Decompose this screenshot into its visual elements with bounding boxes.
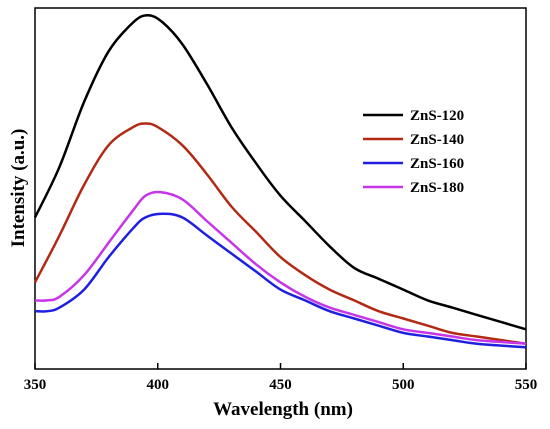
series-line-zns-120 [33,13,527,331]
series-line-zns-180 [34,190,527,345]
x-tick-label: 400 [147,377,170,393]
series-line-zns-140 [33,122,527,345]
legend-label: ZnS-160 [410,156,464,172]
series-line-zns-160 [34,212,527,349]
legend-label: ZnS-140 [410,132,464,148]
series-lines [33,13,527,349]
x-tick-label: 500 [392,377,415,393]
y-axis-title: Intensity (a.u.) [8,129,29,248]
x-axis-ticks: 350 400 450 500 550 [24,363,538,393]
x-tick-label: 550 [515,377,538,393]
x-tick-label: 450 [269,377,292,393]
legend: ZnS-120 ZnS-140 ZnS-160 ZnS-180 [363,108,464,196]
legend-label: ZnS-120 [410,108,464,124]
x-tick-label: 350 [24,377,47,393]
x-axis-title: Wavelength (nm) [213,399,353,420]
legend-label: ZnS-180 [410,180,464,196]
